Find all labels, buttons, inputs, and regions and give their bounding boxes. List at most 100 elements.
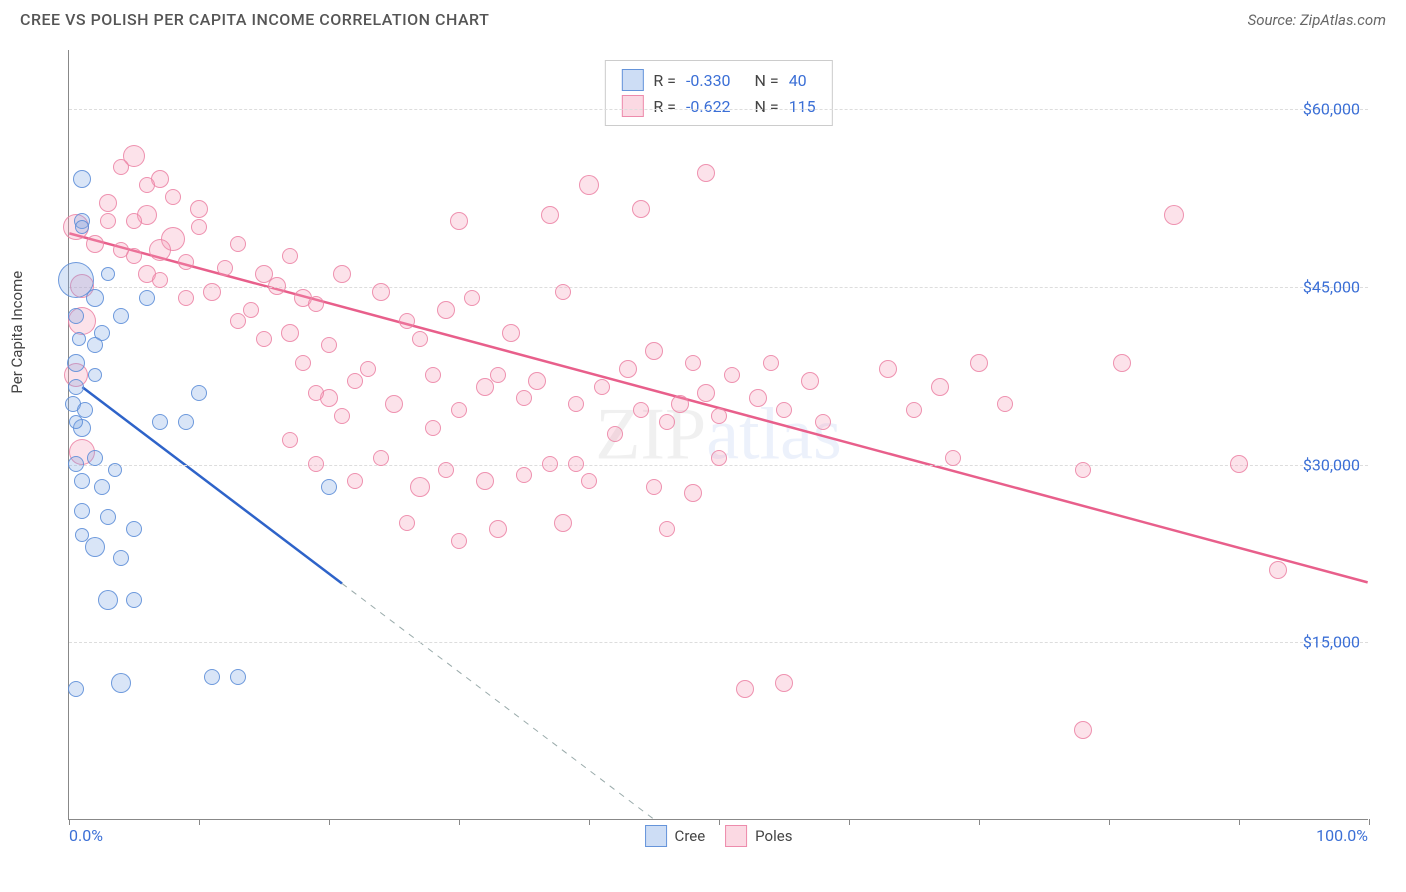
data-point-poles xyxy=(736,680,754,698)
data-point-poles xyxy=(633,402,649,418)
legend-item-cree: Cree xyxy=(645,825,706,847)
data-point-poles xyxy=(1113,354,1131,372)
data-point-poles xyxy=(126,248,142,264)
data-point-poles xyxy=(476,472,494,490)
data-point-poles xyxy=(372,283,390,301)
data-point-cree xyxy=(68,681,84,697)
data-point-cree xyxy=(72,332,86,346)
data-point-cree xyxy=(126,521,142,537)
data-point-poles xyxy=(113,159,129,175)
swatch-cree-icon xyxy=(621,69,643,91)
data-point-poles xyxy=(671,395,689,413)
data-point-cree xyxy=(85,537,105,557)
data-point-cree xyxy=(101,267,115,281)
data-point-poles xyxy=(970,354,988,372)
data-point-poles xyxy=(489,520,507,538)
y-tick-label: $30,000 xyxy=(1303,455,1360,474)
data-point-poles xyxy=(399,313,415,329)
data-point-cree xyxy=(126,592,142,608)
trend-lines-layer xyxy=(69,50,1368,819)
data-point-poles xyxy=(333,265,351,283)
data-point-poles xyxy=(451,533,467,549)
data-point-poles xyxy=(191,219,207,235)
data-point-cree xyxy=(74,503,90,519)
data-point-cree xyxy=(68,308,84,324)
data-point-poles xyxy=(464,290,480,306)
data-point-poles xyxy=(334,408,350,424)
x-min-label: 0.0% xyxy=(69,826,103,845)
data-point-poles xyxy=(697,164,715,182)
x-tick xyxy=(199,819,200,825)
x-tick xyxy=(1369,819,1370,825)
data-point-poles xyxy=(568,396,584,412)
data-point-poles xyxy=(541,206,559,224)
data-point-poles xyxy=(100,213,116,229)
y-tick-label: $15,000 xyxy=(1303,633,1360,652)
data-point-poles xyxy=(594,379,610,395)
data-point-poles xyxy=(516,390,532,406)
y-tick-label: $45,000 xyxy=(1303,277,1360,296)
data-point-poles xyxy=(607,426,623,442)
x-tick xyxy=(979,819,980,825)
source-attribution: Source: ZipAtlas.com xyxy=(1248,11,1386,29)
data-point-cree xyxy=(94,479,110,495)
data-point-poles xyxy=(165,189,181,205)
stats-row-poles: R = -0.622 N = 115 xyxy=(621,93,815,119)
data-point-poles xyxy=(217,260,233,276)
data-point-poles xyxy=(815,414,831,430)
data-point-cree xyxy=(68,379,84,395)
data-point-cree xyxy=(111,673,131,693)
data-point-poles xyxy=(646,479,662,495)
data-point-poles xyxy=(295,355,311,371)
data-point-poles xyxy=(321,337,337,353)
data-point-poles xyxy=(502,324,520,342)
data-point-poles xyxy=(1075,462,1091,478)
x-tick xyxy=(1109,819,1110,825)
data-point-poles xyxy=(282,248,298,264)
gridline-h xyxy=(69,109,1368,110)
data-point-cree xyxy=(321,479,337,495)
data-point-poles xyxy=(684,484,702,502)
data-point-poles xyxy=(879,360,897,378)
data-point-cree xyxy=(69,415,83,429)
data-point-poles xyxy=(230,236,246,252)
data-point-cree xyxy=(191,385,207,401)
y-axis-label: Per Capita Income xyxy=(8,271,26,394)
data-point-poles xyxy=(399,515,415,531)
data-point-poles xyxy=(410,477,430,497)
data-point-poles xyxy=(425,367,441,383)
gridline-h xyxy=(69,642,1368,643)
x-tick xyxy=(589,819,590,825)
data-point-cree xyxy=(98,590,118,610)
data-point-poles xyxy=(555,284,571,300)
data-point-poles xyxy=(801,372,819,390)
data-point-cree xyxy=(87,450,103,466)
data-point-poles xyxy=(685,355,701,371)
data-point-poles xyxy=(152,272,168,288)
y-tick-label: $60,000 xyxy=(1303,100,1360,119)
data-point-poles xyxy=(645,342,663,360)
data-point-poles xyxy=(724,367,740,383)
data-point-cree xyxy=(139,290,155,306)
data-point-poles xyxy=(1164,205,1184,225)
data-point-poles xyxy=(126,213,142,229)
data-point-poles xyxy=(1230,455,1248,473)
data-point-poles xyxy=(528,372,546,390)
data-point-poles xyxy=(347,473,363,489)
data-point-poles xyxy=(190,200,208,218)
data-point-poles xyxy=(373,450,389,466)
x-max-label: 100.0% xyxy=(1316,826,1368,845)
x-tick xyxy=(719,819,720,825)
data-point-poles xyxy=(139,177,155,193)
x-tick xyxy=(849,819,850,825)
data-point-poles xyxy=(659,414,675,430)
plot-area: ZIPatlas R = -0.330 N = 40 R = -0.622 N … xyxy=(68,50,1368,820)
data-point-poles xyxy=(347,373,363,389)
data-point-poles xyxy=(1074,721,1092,739)
data-point-poles xyxy=(1269,561,1287,579)
swatch-cree-icon xyxy=(645,825,667,847)
data-point-poles xyxy=(308,385,324,401)
data-point-cree xyxy=(75,528,89,542)
data-point-cree xyxy=(152,414,168,430)
x-tick xyxy=(69,819,70,825)
